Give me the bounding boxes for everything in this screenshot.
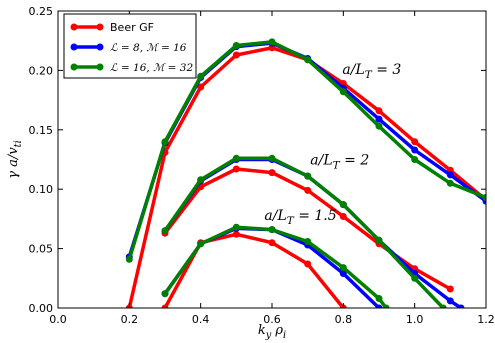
y-tick-label: 0.00 [29,302,54,315]
data-point-1-0-8 [446,285,454,293]
legend-marker [70,23,78,31]
data-point-1-2-8 [439,304,447,308]
data-point-1-2-6 [375,236,383,244]
data-point-0-0-2 [197,83,205,91]
legend: Beer GF ℒ = 8, ℳ = 16 ℒ = 16, ℳ = 32 [63,13,197,79]
data-point-0-2-6 [339,88,347,96]
data-point-0-2-2 [197,72,205,80]
legend-marker [96,43,104,51]
data-point-1-2-0 [161,227,169,235]
data-point-1-0-4 [304,186,312,194]
x-tick-label: 0.8 [335,313,353,326]
x-tick-label: 1.0 [406,313,424,326]
data-point-0-1-8 [411,146,419,154]
data-point-1-1-8 [446,297,454,305]
annotation-label: a/LT = 1.5 [264,208,336,227]
data-point-0-2-3 [232,42,240,49]
legend-marker [70,63,78,71]
data-point-0-2-8 [411,156,419,163]
series-layer [125,38,486,308]
legend-marker [96,63,104,71]
data-point-1-2-4 [304,172,312,180]
data-point-1-0-2 [232,165,240,173]
y-tick-label: 0.20 [29,64,54,77]
data-point-2-1-5 [339,270,347,277]
legend-label: ℒ = 16, ℳ = 32 [110,62,193,74]
data-point-2-2-6 [375,295,383,302]
data-point-0-0-3 [232,51,240,59]
data-point-0-2-4 [268,38,276,46]
data-point-1-2-7 [411,274,419,282]
data-point-0-0-8 [411,138,419,146]
x-tick-label: 0.4 [192,313,210,326]
x-axis-label: ky ρi [258,323,286,341]
data-point-1-2-1 [197,176,205,184]
y-axis-label: γ a/vti [6,140,24,178]
data-point-2-2-2 [232,223,240,231]
data-point-2-2-4 [304,238,312,245]
data-point-2-2-5 [339,264,347,272]
annotation-label: a/LT = 3 [342,62,401,81]
data-point-0-1-9 [446,171,454,179]
data-point-2-0-3 [268,239,276,247]
x-tick-label: 0.2 [121,313,139,326]
x-tick-label: 0.0 [49,313,67,326]
data-point-2-0-0 [161,304,169,308]
legend-marker [70,43,78,51]
annotation-label: a/LT = 2 [310,152,369,171]
data-point-2-2-1 [197,240,205,248]
data-point-2-2-7 [382,304,390,308]
data-point-0-2-10 [482,194,486,201]
data-point-0-1-7 [375,115,383,123]
data-point-1-1-9 [457,304,465,308]
legend-label: Beer GF [110,21,154,34]
data-point-2-0-2 [232,230,240,238]
data-point-2-2-0 [161,290,169,298]
data-point-0-2-7 [375,122,383,130]
x-tick-label: 0.6 [263,313,281,326]
data-point-1-0-3 [268,169,276,177]
labels-layer: ky ρi γ a/vti a/LT = 3 a/LT = 2 a/LT = 1.5 [6,62,401,341]
y-tick-label: 0.25 [29,5,54,18]
x-tick-label: 1.2 [477,313,495,326]
legend-marker [96,23,104,31]
data-point-2-0-4 [304,260,312,268]
series-line-2-2 [163,225,388,308]
data-point-2-2-3 [268,226,276,234]
ticks-layer: 0.0 0.2 0.4 0.6 0.8 1.0 1.2 0.00 0.05 0.10 0.15 0.2… [29,5,495,326]
data-point-1-2-3 [268,154,276,162]
legend-label: ℒ = 8, ℳ = 16 [110,42,187,54]
data-point-2-1-6 [375,304,383,308]
data-point-0-0-7 [375,107,383,115]
data-point-1-2-5 [339,201,347,209]
data-point-0-2-0 [125,255,133,263]
y-tick-label: 0.05 [29,243,54,256]
data-point-0-2-5 [304,56,312,64]
data-point-0-2-9 [446,179,454,187]
data-point-1-2-2 [232,154,240,162]
y-tick-label: 0.15 [29,124,54,137]
y-tick-label: 0.10 [29,183,54,196]
data-point-1-0-5 [339,213,347,220]
data-point-0-2-1 [161,138,169,146]
